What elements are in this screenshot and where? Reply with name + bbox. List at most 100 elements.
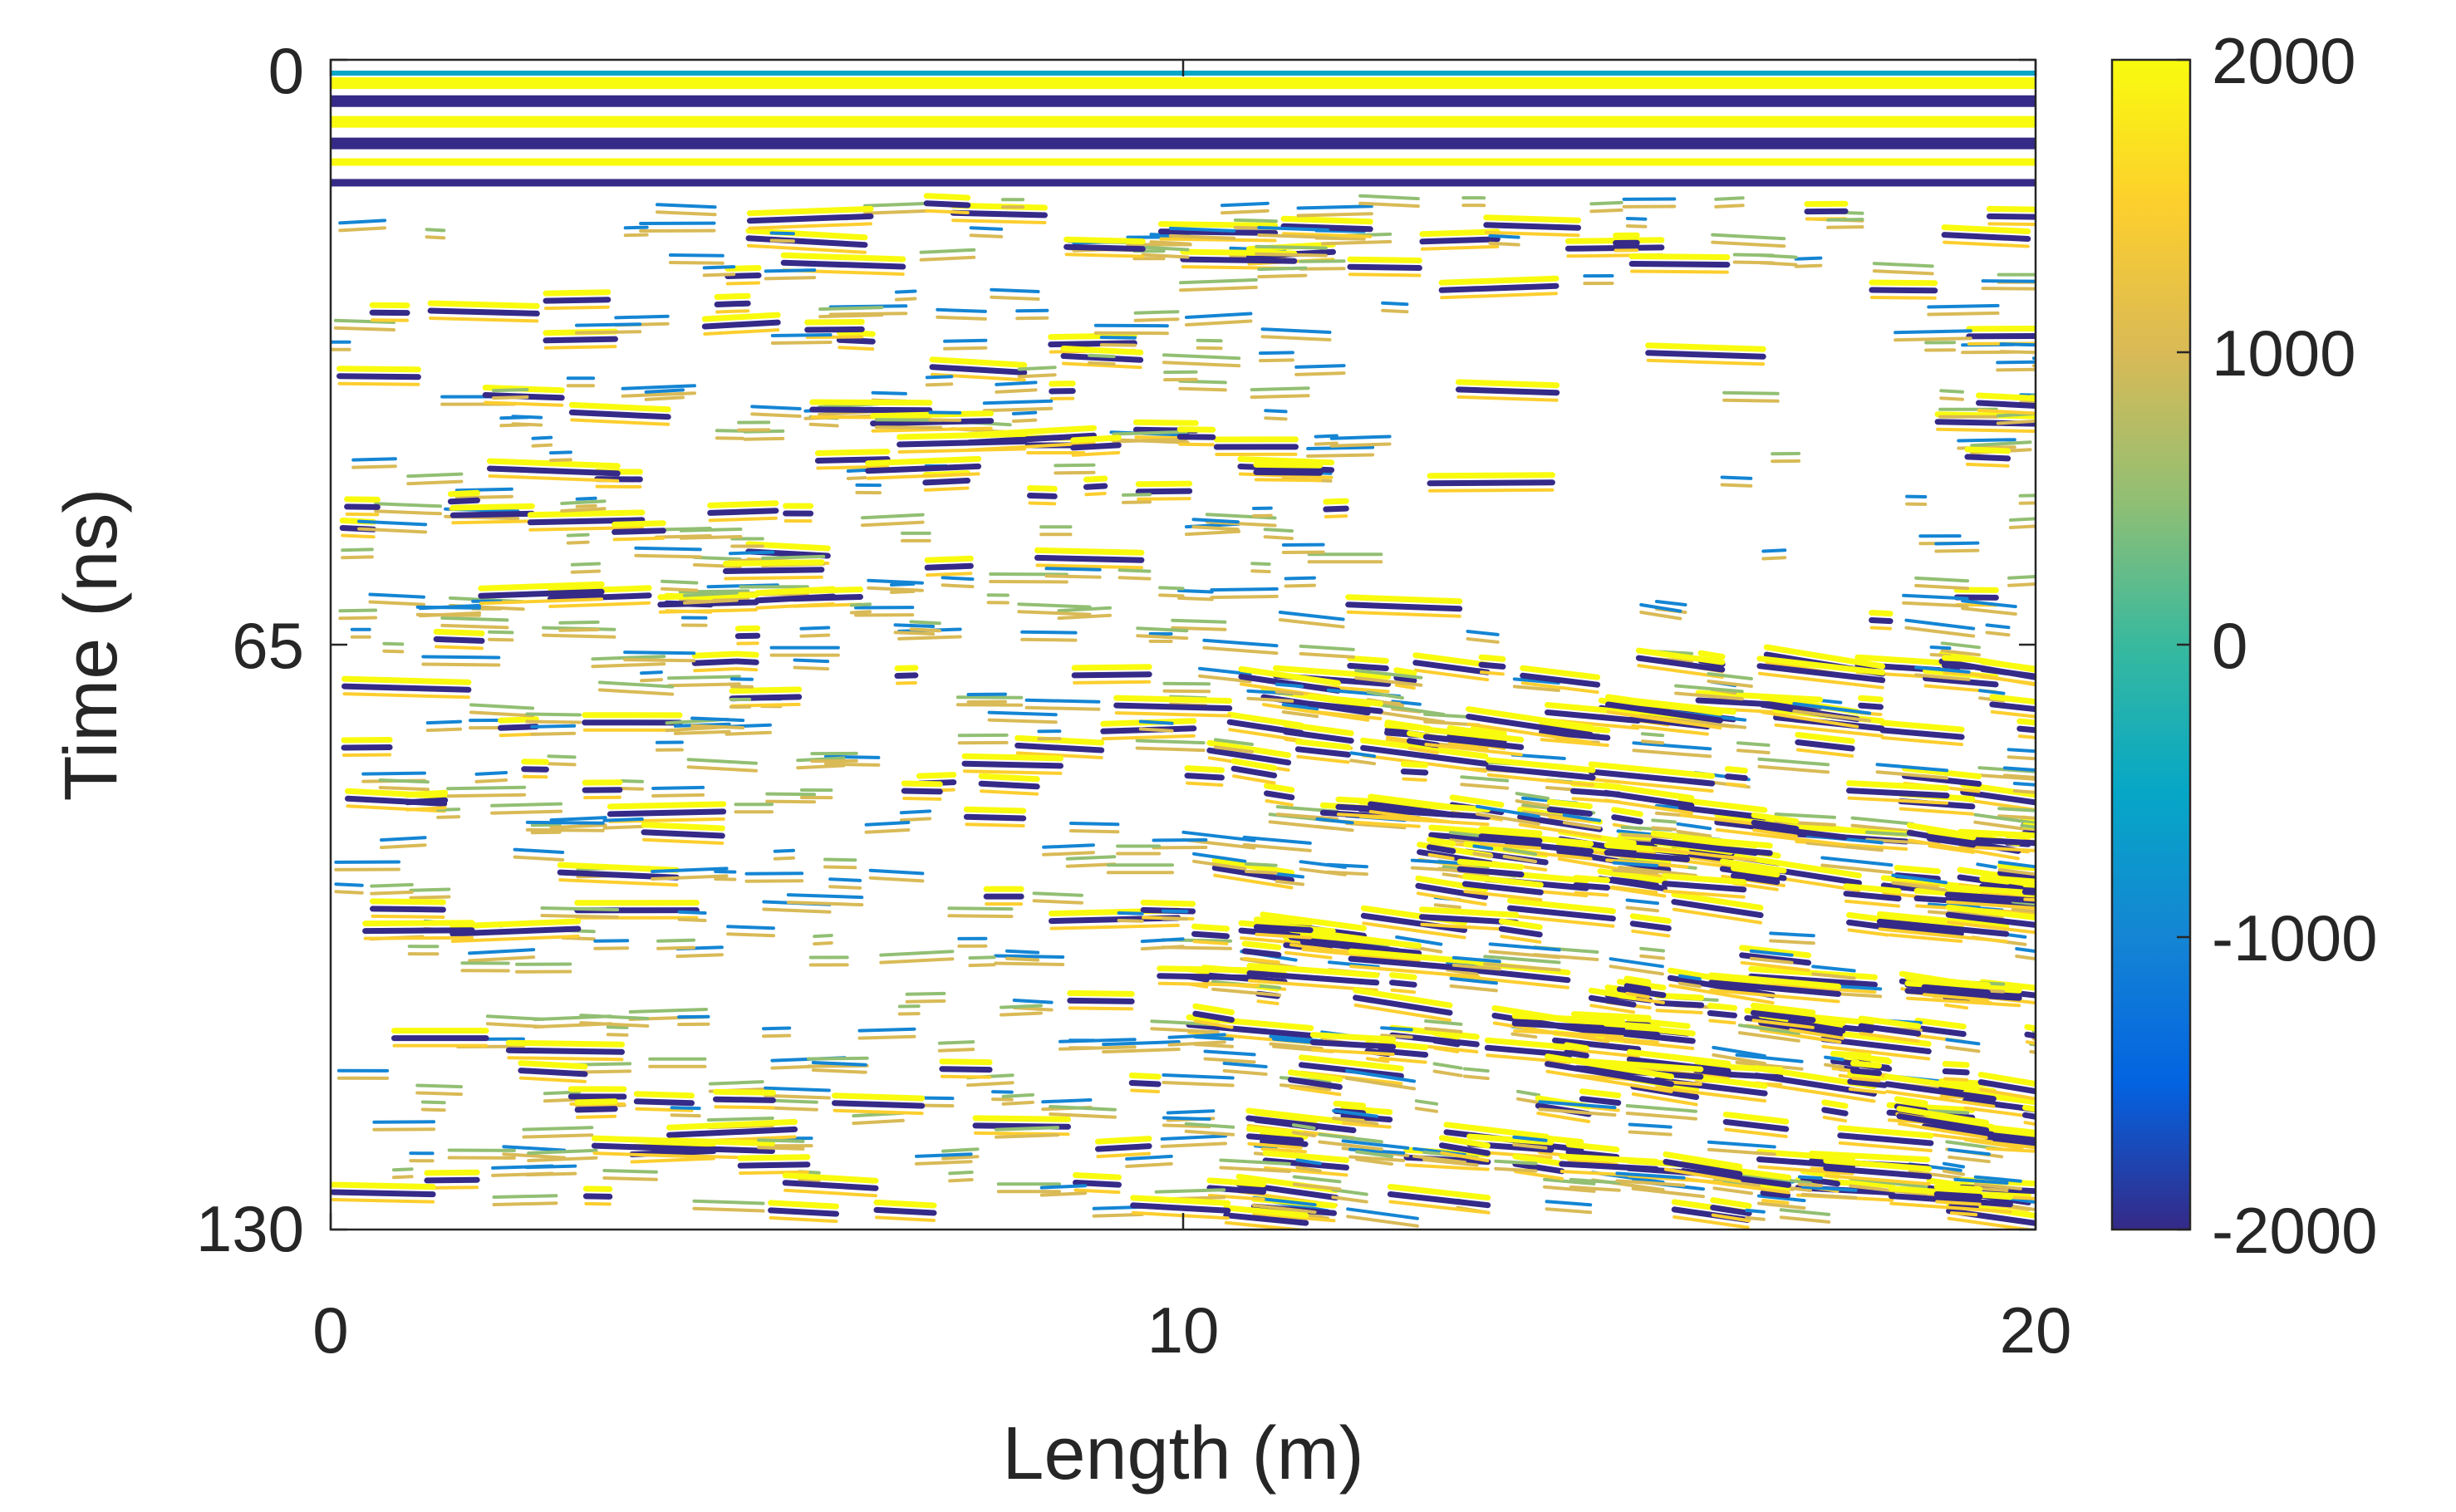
reflection-wavelet: [1720, 483, 1753, 488]
reflection-wavelet: [1211, 987, 1282, 997]
reflection-wavelet: [828, 877, 862, 882]
reflection-wavelet: [525, 820, 605, 825]
reflection-wavelet: [1548, 815, 1592, 823]
reflection-wavelet: [1355, 1157, 1393, 1166]
reflection-wavelet: [334, 882, 364, 887]
reflection-wavelet: [582, 1186, 613, 1192]
reflection-wavelet: [782, 1180, 879, 1191]
reflection-wavelet: [1369, 709, 1446, 724]
reflection-wavelet: [1388, 1200, 1490, 1215]
reflection-wavelet: [1191, 930, 1230, 940]
reflection-wavelet: [1362, 921, 1466, 940]
reflection-wavelet: [1242, 842, 1312, 852]
reflection-wavelet: [786, 901, 864, 907]
reflection-wavelet: [1368, 801, 1456, 818]
reflection-wavelet: [361, 771, 426, 776]
reflection-wavelet: [597, 680, 675, 689]
reflection-wavelet: [823, 762, 881, 767]
reflection-wavelet: [813, 934, 833, 939]
reflection-wavelet: [1178, 386, 1227, 392]
reflection-wavelet: [1112, 437, 1188, 444]
reflection-wavelet: [1603, 789, 1695, 809]
reflection-wavelet: [1756, 1156, 1855, 1170]
reflection-wavelet: [941, 1155, 980, 1161]
reflection-wavelet: [1515, 792, 1550, 800]
reflection-wavelet: [630, 1156, 715, 1164]
reflection-wavelet: [2007, 582, 2036, 587]
reflection-wavelet: [1662, 873, 1747, 886]
reflection-wavelet: [1858, 702, 1884, 710]
reflection-wavelet: [1253, 1144, 1278, 1150]
reflection-wavelet: [808, 422, 839, 428]
reflection-wavelet: [714, 300, 751, 307]
reflection-wavelet: [1849, 1184, 1928, 1196]
reflection-wavelet: [1366, 690, 1404, 700]
reflection-wavelet: [1538, 1100, 1617, 1110]
reflection-wavelet: [1707, 979, 1842, 997]
reflection-wavelet: [1714, 204, 1745, 209]
reflection-wavelet: [773, 848, 795, 853]
reflection-wavelet: [1446, 968, 1479, 976]
reflection-wavelet: [965, 822, 1025, 827]
reflection-wavelet: [871, 390, 907, 395]
reflection-wavelet: [1294, 746, 1352, 758]
reflection-wavelet: [344, 496, 381, 503]
reflection-wavelet: [1795, 748, 1854, 758]
reflection-wavelet: [1848, 1087, 1887, 1095]
reflection-wavelet: [498, 716, 539, 724]
reflection-wavelet: [769, 1215, 838, 1224]
reflection-wavelet: [1719, 858, 1787, 874]
reflection-wavelet: [1246, 963, 1380, 979]
reflection-wavelet: [1296, 754, 1350, 764]
reflection-wavelet: [1353, 994, 1453, 1016]
reflection-wavelet: [894, 297, 917, 302]
reflection-wavelet: [1569, 1185, 1621, 1192]
reflection-wavelet: [745, 228, 868, 241]
reflection-wavelet: [702, 272, 736, 277]
reflection-wavelet: [371, 914, 445, 919]
reflection-wavelet: [713, 1096, 776, 1103]
reflection-wavelet: [1869, 279, 1938, 287]
reflection-wavelet: [1769, 931, 1815, 938]
reflection-wavelet: [1999, 350, 2036, 355]
reflection-wavelet: [793, 665, 830, 671]
reflection-wavelet: [893, 623, 936, 628]
reflection-wavelet: [522, 1133, 594, 1139]
reflection-wavelet: [544, 305, 610, 311]
reflection-wavelet: [1095, 1136, 1152, 1145]
reflection-wavelet: [805, 335, 864, 339]
reflection-wavelet: [502, 1145, 567, 1152]
reflection-wavelet: [1720, 475, 1753, 480]
reflection-wavelet: [1340, 1112, 1393, 1123]
reflection-wavelet: [1166, 1109, 1216, 1115]
reflection-wavelet: [1929, 646, 1952, 650]
reflection-wavelet: [1761, 548, 1787, 553]
reflection-wavelet: [1278, 611, 1345, 621]
reflection-wavelet: [2015, 955, 2036, 961]
reflection-wavelet: [1393, 667, 1417, 676]
reflection-wavelet: [1724, 773, 1748, 782]
reflection-wavelet: [1015, 308, 1049, 313]
reflection-wavelet: [478, 581, 605, 592]
reflection-wavelet: [916, 772, 957, 779]
reflection-wavelet: [1279, 1083, 1332, 1092]
reflection-wavelet: [1757, 764, 1830, 774]
reflection-wavelet: [670, 1113, 701, 1118]
reflection-wavelet: [1324, 514, 1348, 518]
reflection-wavelet: [357, 527, 428, 534]
reflection-wavelet: [378, 786, 430, 792]
reflection-wavelet: [362, 920, 475, 927]
reflection-wavelet: [1152, 846, 1208, 850]
reflection-wavelet: [502, 1152, 567, 1160]
reflection-wavelet: [1466, 722, 1593, 744]
reflection-wavelet: [707, 508, 779, 516]
reflection-wavelet: [1973, 820, 2036, 832]
reflection-wavelet: [518, 1068, 588, 1078]
reflection-wavelet: [1253, 461, 1324, 469]
reflection-wavelet: [1792, 702, 1872, 715]
reflection-wavelet: [1456, 858, 1525, 871]
reflection-wavelet: [1253, 469, 1324, 476]
reflection-wavelet: [1418, 906, 1520, 918]
reflection-wavelet: [341, 547, 374, 552]
reflection-wavelet: [487, 465, 621, 477]
